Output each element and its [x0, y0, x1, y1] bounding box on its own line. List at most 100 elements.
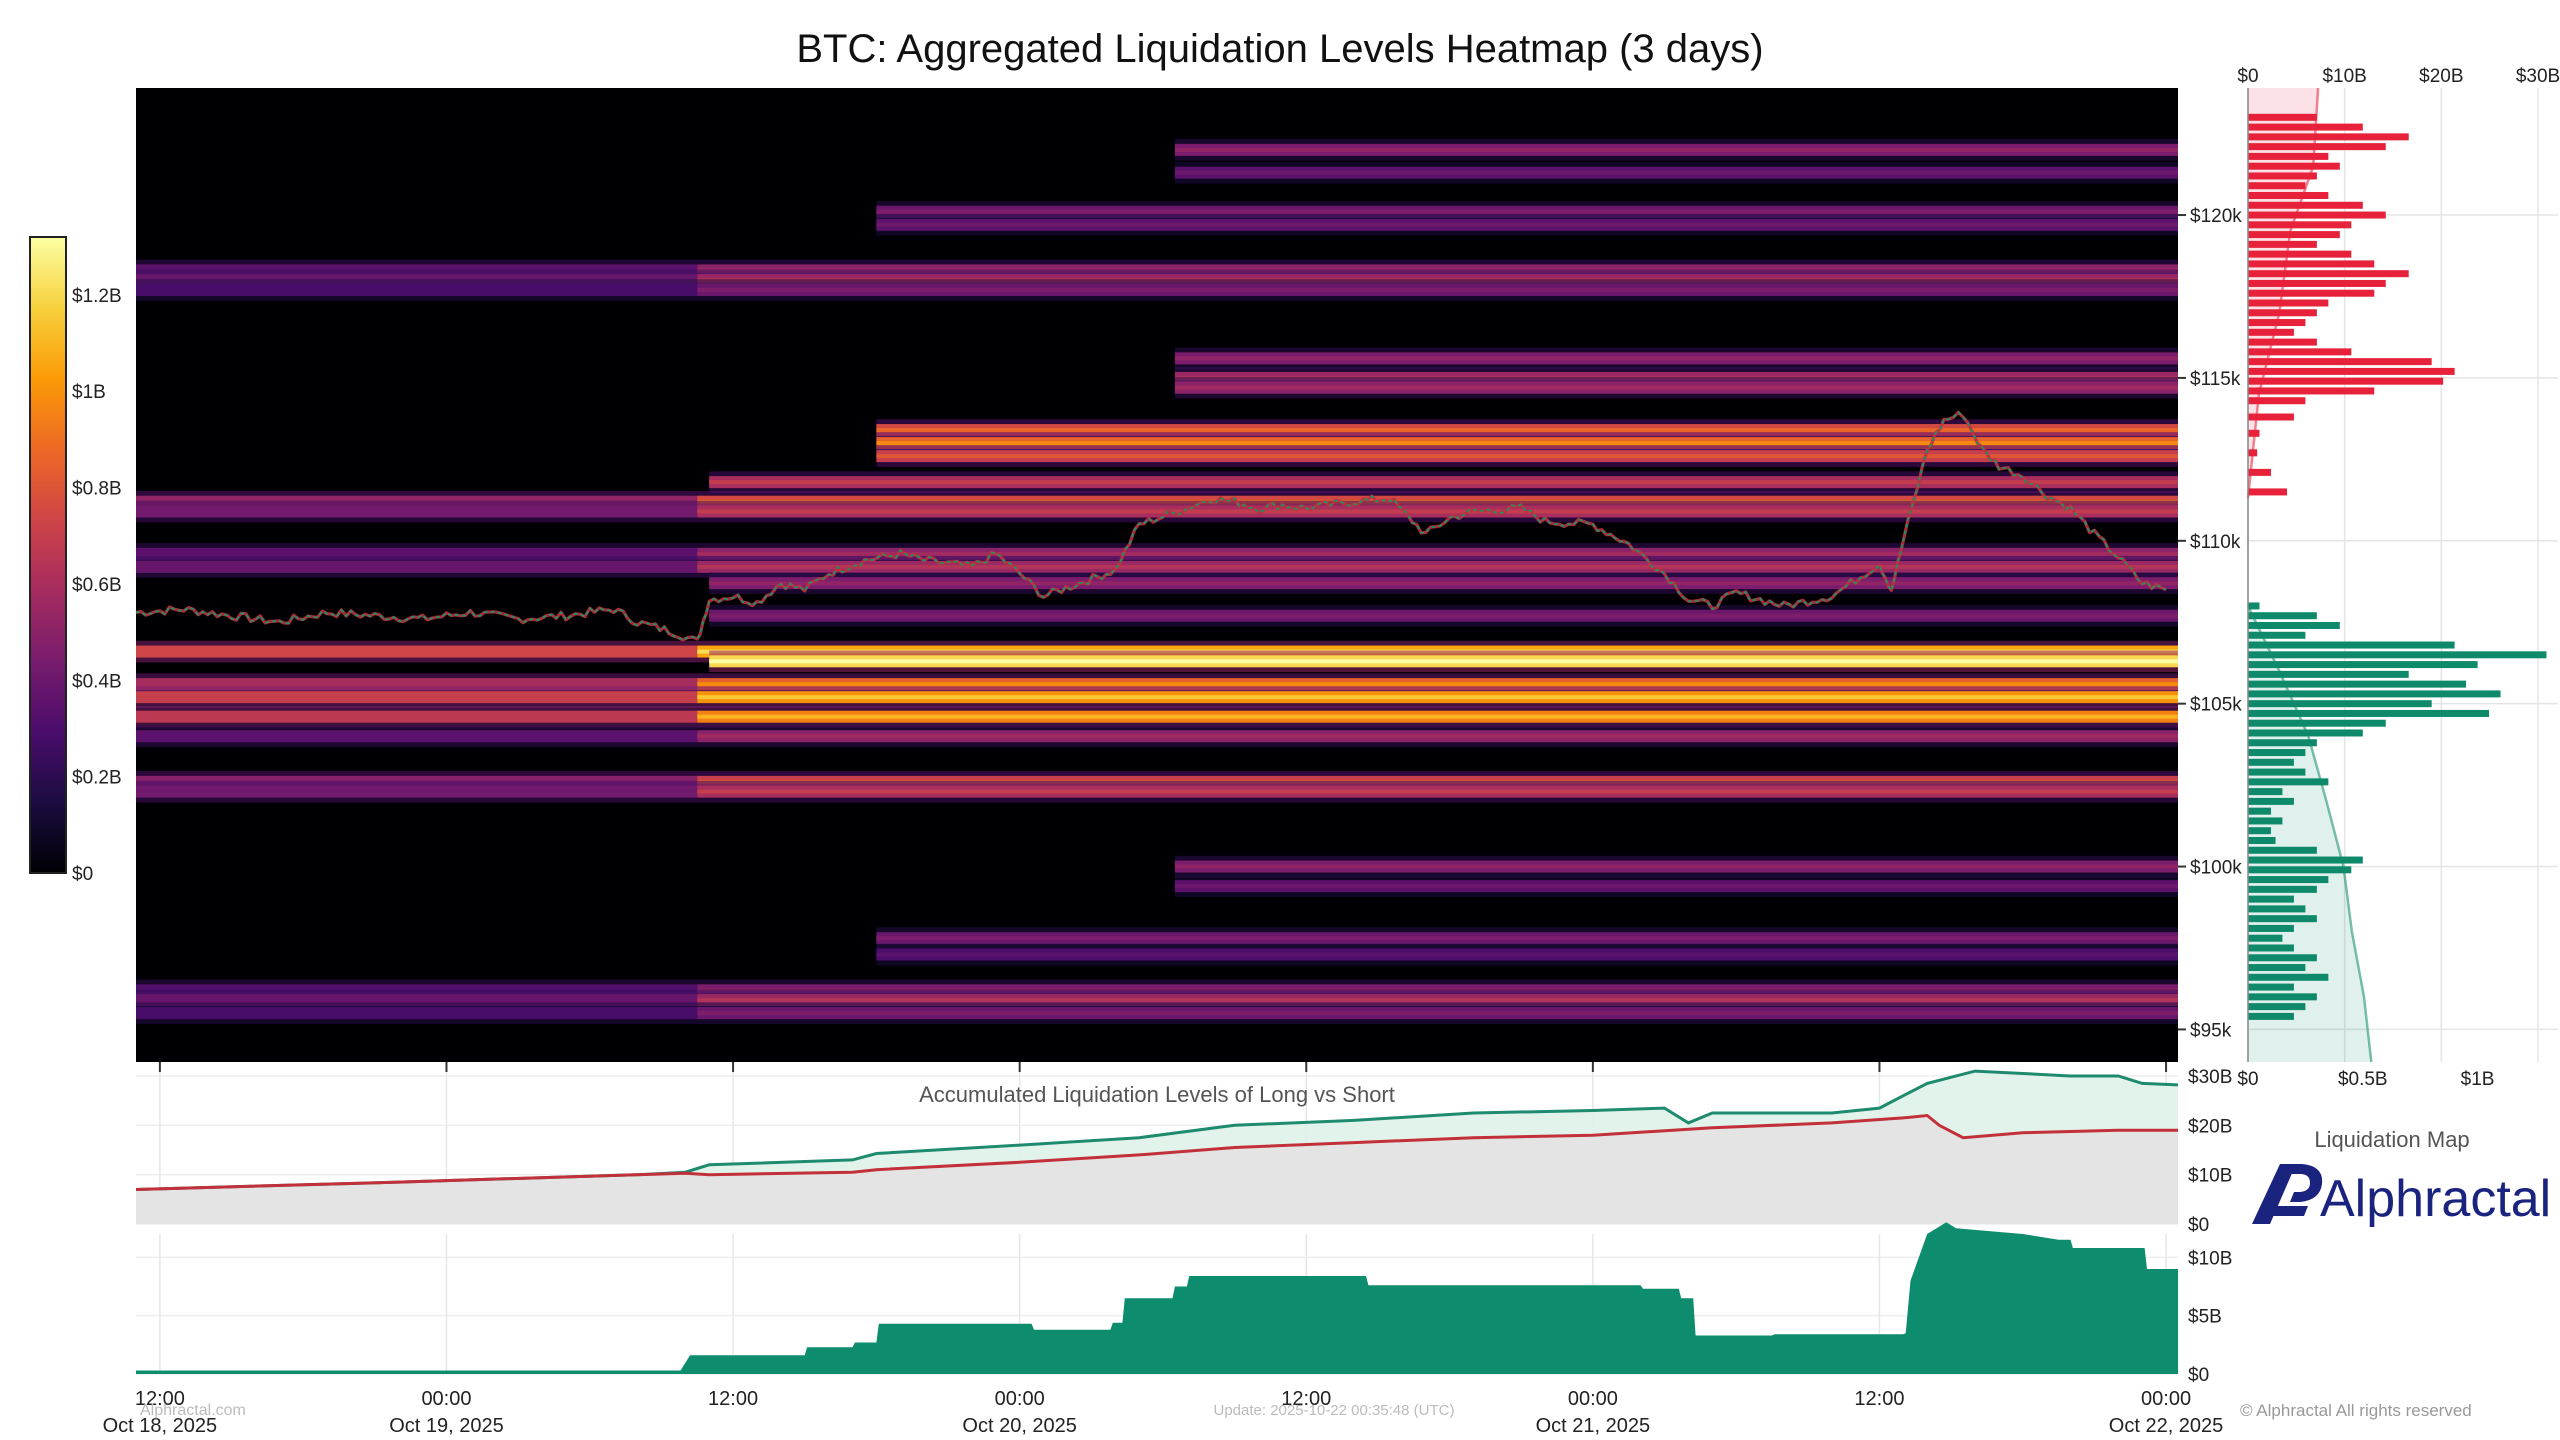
heatmap-bands — [136, 139, 2178, 1024]
long-liquidation-bar — [2248, 651, 2547, 659]
side-top-tick-label: $20B — [2419, 66, 2463, 87]
long-liquidation-bar — [2248, 778, 2329, 786]
price-tick-label: $95k — [2190, 1020, 2232, 1041]
short-liquidation-bar — [2248, 270, 2409, 278]
long-liquidation-bar — [2248, 944, 2294, 952]
heatmap-band — [136, 691, 698, 704]
side-top-tick-label: $10B — [2322, 66, 2366, 87]
short-liquidation-bar — [2248, 152, 2329, 160]
long-liquidation-bar — [2248, 827, 2271, 835]
accumulated-series — [135, 1069, 2179, 1224]
long-liquidation-bar — [2248, 856, 2363, 864]
long-liquidation-bar — [2248, 905, 2306, 913]
heatmap-band-core — [697, 551, 2178, 556]
long-liquidation-bar — [2248, 788, 2283, 796]
long-liquidation-bar — [2248, 993, 2317, 1001]
time-tick-label: 00:00 — [2141, 1388, 2191, 1410]
long-liquidation-bar — [2248, 739, 2317, 747]
long-liquidation-bar — [2248, 612, 2317, 620]
heatmap-band — [136, 645, 698, 658]
heatmap-band-core — [709, 613, 2178, 618]
heatmap-band-core — [876, 454, 2178, 459]
short-liquidation-bar — [2248, 328, 2294, 336]
time-tick-label: 00:00 — [995, 1388, 1045, 1410]
short-liquidation-bar — [2248, 133, 2409, 141]
long-liquidation-bar — [2248, 670, 2409, 678]
side-top-tick-label: $30B — [2516, 66, 2560, 87]
heatmap-band-core — [697, 287, 2178, 292]
long-liquidation-bar — [2248, 1003, 2306, 1011]
short-liquidation-bar — [2248, 468, 2271, 476]
long-liquidation-bar — [2248, 1012, 2294, 1020]
footer-update: Update: 2025-10-22 00:35:48 (UTC) — [1214, 1402, 1455, 1419]
chart-title: BTC: Aggregated Liquidation Levels Heatm… — [796, 27, 1763, 71]
accumulated-short-line — [135, 1113, 2178, 1191]
short-liquidation-bar — [2248, 289, 2375, 297]
colorbar-ticks: $0 $0.2B $0.4B $0.6B $0.8B $1B $1.2B — [72, 286, 122, 885]
heatmap-band-core — [697, 564, 2178, 569]
accumulated-title: Accumulated Liquidation Levels of Long v… — [919, 1082, 1395, 1107]
btc-price-line — [135, 410, 2167, 642]
accumulated-tick-label: $20B — [2188, 1116, 2232, 1137]
time-tick-label: 00:00 — [421, 1388, 471, 1410]
short-liquidation-bar — [2248, 358, 2432, 366]
short-liquidation-bar — [2248, 387, 2375, 395]
colorbar: $0 $0.2B $0.4B $0.6B $0.8B $1B $1.2B — [29, 236, 122, 885]
short-liquidation-bar — [2248, 240, 2317, 248]
heatmap-band-core — [709, 480, 2178, 485]
side-bottom-tick-label: $0.5B — [2338, 1069, 2388, 1090]
date-tick-label: Oct 21, 2025 — [1536, 1415, 1651, 1437]
price-tick-label: $120k — [2190, 206, 2242, 227]
heatmap-band-core — [1174, 170, 2178, 175]
accumulated-short-fill-top — [136, 1115, 2178, 1224]
liquidations-tick-label: $5B — [2188, 1307, 2222, 1328]
side-bottom-tick-label: $0 — [2237, 1069, 2258, 1090]
long-liquidation-bar — [2248, 954, 2317, 962]
liquidations-panel: $0 $5B $10B — [136, 1222, 2232, 1386]
long-liquidation-bar — [2248, 621, 2340, 629]
short-liquidation-bar — [2248, 319, 2306, 327]
liquidation-map-label: Liquidation Map — [2314, 1127, 2469, 1152]
heatmap-band-core — [697, 734, 2178, 739]
heatmap-band-core — [697, 682, 2178, 687]
heatmap-band-core — [1174, 884, 2178, 889]
short-liquidation-bar — [2248, 309, 2317, 317]
short-liquidation-bar — [2248, 279, 2386, 287]
long-liquidation-bar — [2248, 709, 2490, 717]
liquidation-map-bars — [2246, 87, 2547, 1063]
colorbar-tick-label: $0.4B — [72, 671, 122, 692]
heatmap-band-core — [697, 695, 2178, 700]
heatmap-band-core — [697, 509, 2178, 514]
time-tick-label: 12:00 — [135, 1388, 185, 1410]
heatmap-band-core — [1174, 356, 2178, 361]
short-liquidation-bar — [2248, 211, 2386, 219]
accumulated-long-line — [135, 1069, 2179, 1191]
long-liquidation-bar — [2248, 719, 2386, 727]
long-liquidation-bar — [2248, 846, 2317, 854]
accumulated-tick-label: $10B — [2188, 1166, 2232, 1187]
long-liquidation-bar — [2248, 866, 2352, 874]
short-liquidation-bar — [2248, 299, 2329, 307]
liquidation-map-background — [2248, 88, 2558, 1062]
colorbar-tick-label: $1B — [72, 382, 106, 403]
accumulated-tick-label: $0 — [2188, 1215, 2209, 1236]
heatmap-band-core — [876, 428, 2178, 433]
heatmap-band-core — [697, 1011, 2178, 1016]
short-liquidation-bar — [2248, 162, 2340, 170]
short-liquidation-bar — [2248, 260, 2375, 268]
brand-name: Alphractal — [2320, 1170, 2551, 1228]
time-tick-label: 00:00 — [1568, 1388, 1618, 1410]
long-liquidation-bar — [2248, 895, 2294, 903]
heatmap-band — [136, 785, 698, 798]
time-tick-label: 12:00 — [708, 1388, 758, 1410]
long-liquidation-bar — [2248, 876, 2329, 884]
long-liquidation-bar — [2248, 964, 2306, 972]
short-liquidation-bar — [2248, 338, 2317, 346]
liquidations-tick-label: $0 — [2188, 1365, 2209, 1386]
heatmap-band-core — [709, 581, 2178, 586]
liquidations-area — [136, 1222, 2178, 1374]
colorbar-gradient — [29, 236, 67, 874]
alphractal-logo-icon — [2252, 1164, 2323, 1224]
heatmap-band-core — [876, 952, 2178, 957]
short-liquidation-bar — [2248, 488, 2288, 496]
